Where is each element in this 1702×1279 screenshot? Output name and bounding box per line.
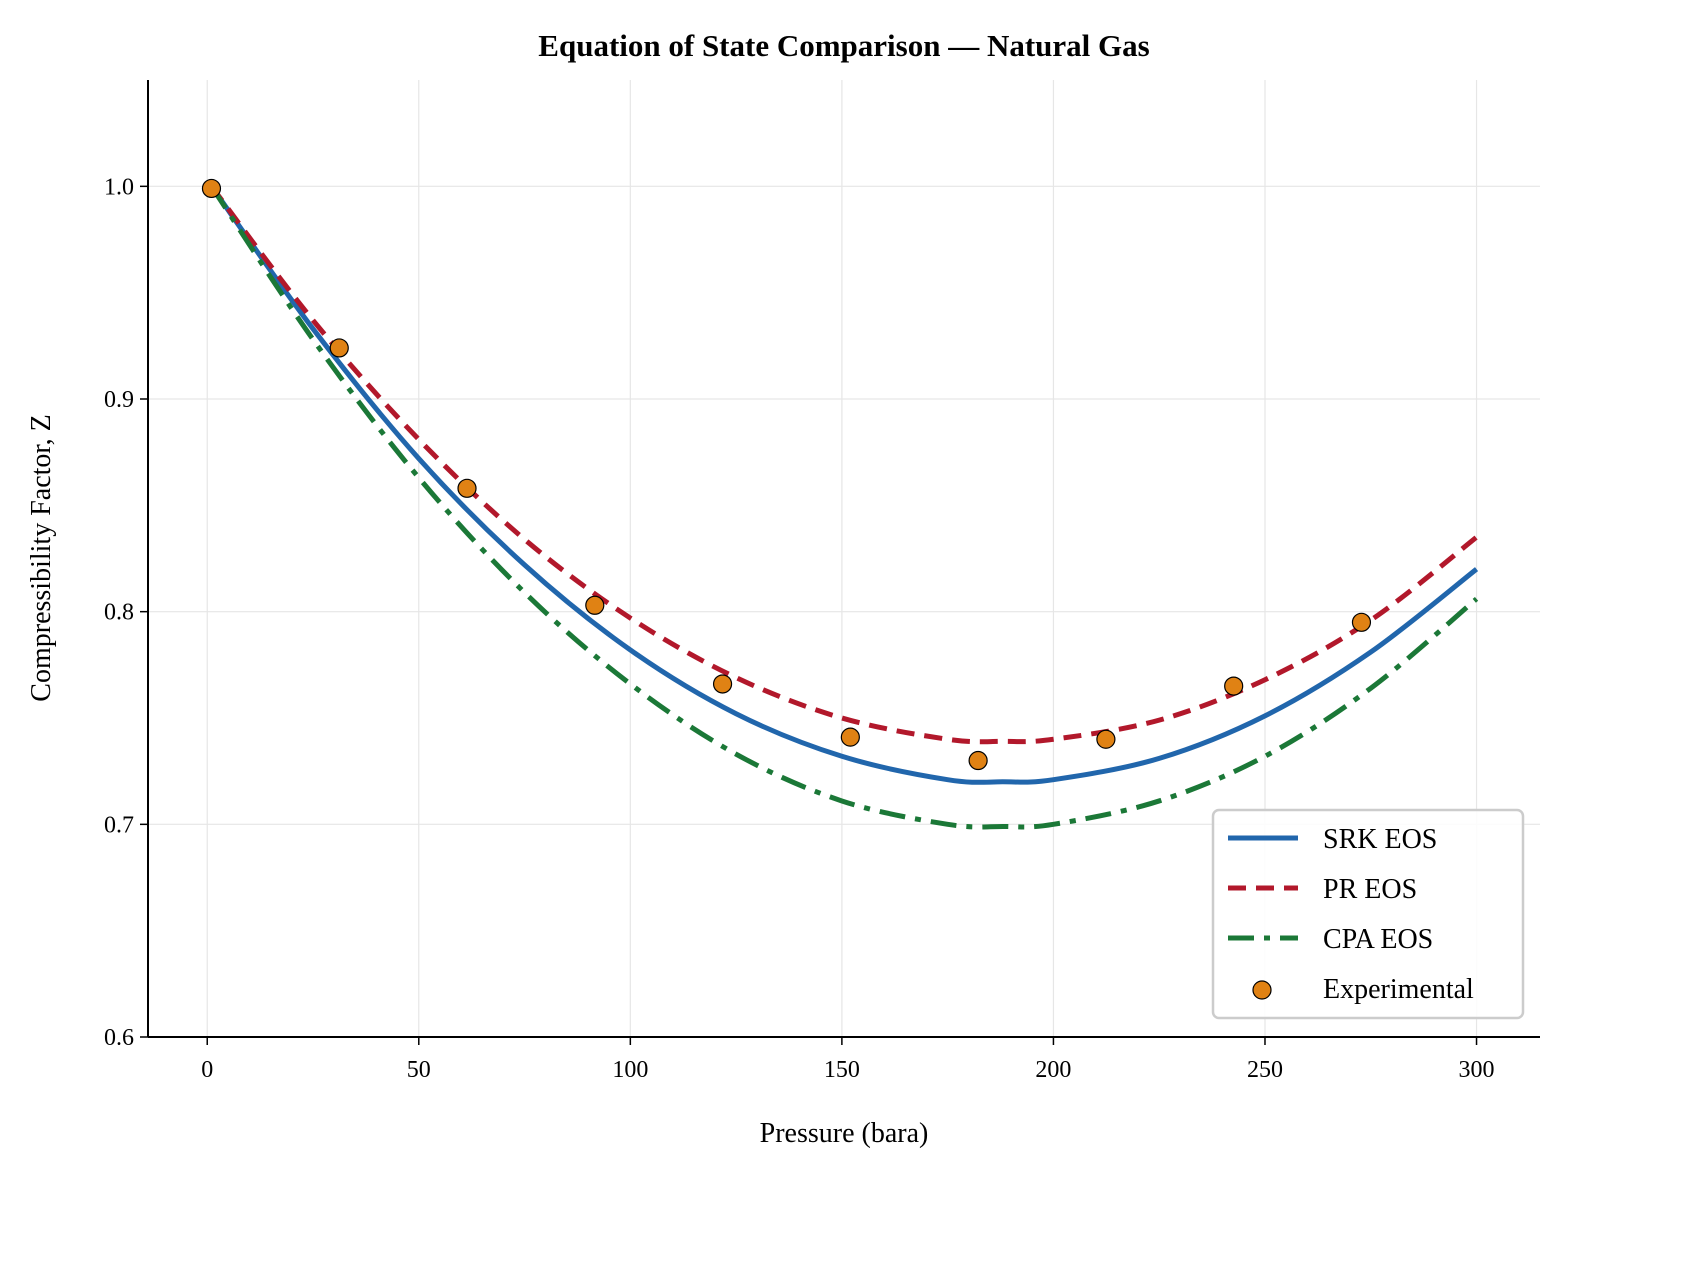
y-tick-label: 0.7 [104,812,134,838]
y-tick-label: 0.8 [104,600,134,626]
grid [148,80,1540,1038]
data-point-experimental [1096,729,1116,749]
legend-label-srk-eos: SRK EOS [1323,824,1437,855]
x-tick-label: 50 [407,1057,431,1083]
data-point-experimental [712,674,733,694]
legend: SRK EOS PR EOS CPA EOS Experimental [1211,808,1525,1020]
data-point-experimental [1351,612,1372,632]
data-point-experimental [201,178,222,199]
x-tick-label: 150 [824,1057,860,1083]
data-point-experimental [585,595,605,615]
y-tick-label: 1.0 [104,174,134,200]
data-point-experimental [968,750,988,771]
y-tick-label: 0.6 [104,1025,134,1051]
data-point-experimental [840,727,860,747]
x-tick-label: 200 [1035,1057,1071,1083]
x-tick-label: 250 [1247,1057,1283,1083]
series-line-srk-eos [209,184,1479,785]
y-tick-label: 0.9 [104,387,134,413]
series-line-cpa-eos [209,184,1479,830]
data-point-experimental [457,478,477,498]
legend-marker-experimental [1252,980,1272,1000]
data-point-experimental [1224,676,1244,696]
series-line-pr-eos [209,184,1479,745]
chart-title: Equation of State Comparison — Natural G… [538,28,1149,63]
plot-area [201,178,1479,830]
y-axis-label: Compressibility Factor, Z [26,414,57,701]
x-tick-label: 100 [612,1057,648,1083]
x-tick-label: 0 [201,1057,213,1083]
x-tick-label: 300 [1459,1057,1495,1083]
legend-label-cpa-eos: CPA EOS [1323,924,1433,955]
legend-label-pr-eos: PR EOS [1323,874,1417,905]
legend-label-experimental: Experimental [1323,974,1474,1005]
x-axis-label: Pressure (bara) [760,1118,929,1149]
legend-box [1211,808,1525,1020]
axes: 0 50 100 150 200 250 300 0.6 0.7 0.8 0.9 1.0 [104,80,1540,1083]
data-point-experimental [329,338,349,358]
